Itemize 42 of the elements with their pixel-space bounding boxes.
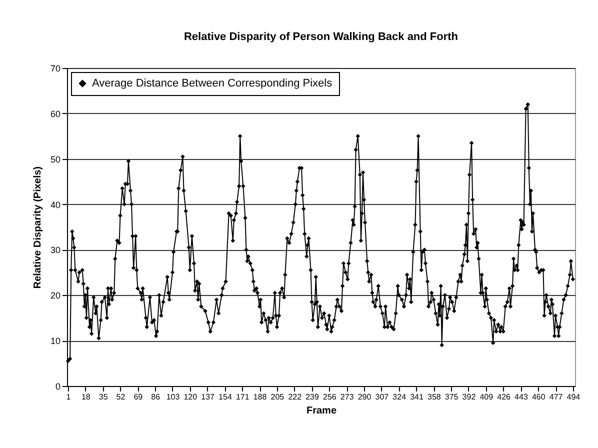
x-tick-label: 392 — [462, 392, 476, 402]
y-tick-label: 60 — [50, 108, 60, 119]
y-tick-label: 70 — [50, 64, 60, 74]
x-tick-label: 307 — [375, 392, 390, 402]
legend-label: Average Distance Between Corresponding Pixels — [92, 78, 333, 90]
x-tick-label: 460 — [532, 392, 546, 402]
y-tick-label: 0 — [55, 382, 60, 392]
x-tick-label: 324 — [392, 392, 407, 402]
y-tick-label: 30 — [50, 245, 60, 256]
x-tick-label: 52 — [116, 392, 126, 402]
x-tick-label: 222 — [288, 392, 302, 402]
x-tick-label: 443 — [514, 392, 528, 402]
x-tick-label: 205 — [270, 392, 285, 402]
x-tick-label: 171 — [236, 392, 250, 402]
y-tick-label: 10 — [50, 336, 60, 346]
x-tick-label: 273 — [340, 392, 354, 402]
x-tick-label: 154 — [218, 392, 232, 402]
x-axis-title: Frame — [306, 406, 337, 416]
y-tick-label: 20 — [50, 290, 60, 301]
y-tick-label: 40 — [50, 200, 60, 210]
x-tick-label: 35 — [98, 392, 108, 402]
x-tick-label: 358 — [427, 392, 442, 402]
x-tick-label: 494 — [566, 392, 581, 402]
x-tick-label: 69 — [134, 392, 144, 402]
x-tick-label: 103 — [166, 392, 180, 402]
x-tick-label: 120 — [184, 392, 198, 402]
y-tick-label: 50 — [50, 154, 60, 164]
x-tick-label: 426 — [497, 392, 512, 402]
y-axis-title: Relative Disparity (Pixels) — [32, 166, 44, 289]
x-tick-label: 375 — [444, 392, 459, 402]
x-tick-label: 409 — [480, 392, 494, 402]
x-tick-label: 239 — [306, 392, 320, 402]
x-tick-label: 137 — [201, 392, 216, 402]
x-tick-label: 86 — [151, 392, 161, 402]
x-tick-label: 290 — [358, 392, 372, 402]
x-tick-label: 256 — [323, 392, 337, 402]
x-tick-label: 18 — [81, 392, 91, 402]
chart-title: Relative Disparity of Person Walking Back and Forth — [184, 31, 458, 43]
x-tick-label: 341 — [410, 392, 424, 402]
x-tick-label: 477 — [549, 392, 564, 402]
x-tick-label: 1 — [66, 392, 72, 402]
x-tick-label: 188 — [253, 392, 268, 402]
